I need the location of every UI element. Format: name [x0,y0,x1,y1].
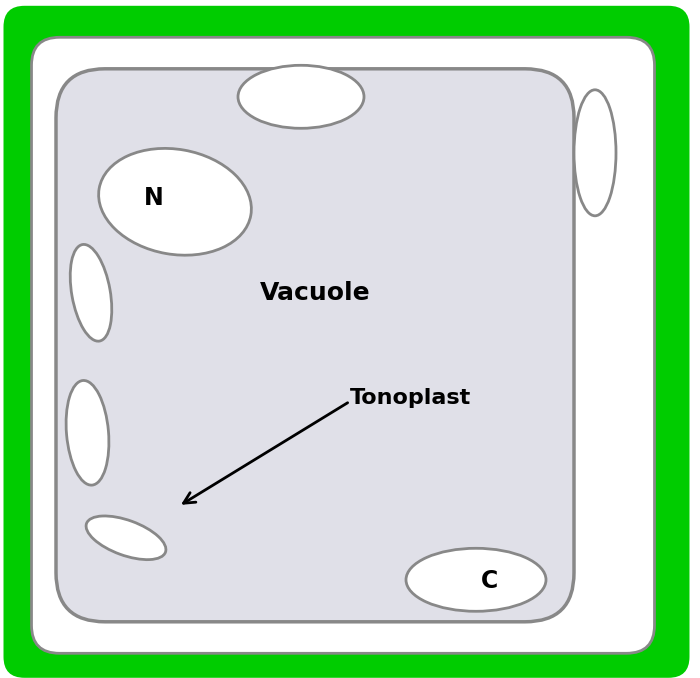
Ellipse shape [86,516,166,559]
Ellipse shape [70,245,112,341]
Ellipse shape [406,549,546,612]
Ellipse shape [574,89,616,216]
FancyBboxPatch shape [32,37,654,654]
Text: C: C [482,570,498,593]
Ellipse shape [238,65,364,128]
Ellipse shape [99,148,251,255]
FancyBboxPatch shape [4,6,690,678]
Text: N: N [144,186,164,210]
Ellipse shape [29,43,69,81]
FancyBboxPatch shape [56,68,574,622]
Text: Vacuole: Vacuole [260,281,370,305]
Ellipse shape [66,380,109,485]
Text: Tonoplast: Tonoplast [350,388,471,407]
